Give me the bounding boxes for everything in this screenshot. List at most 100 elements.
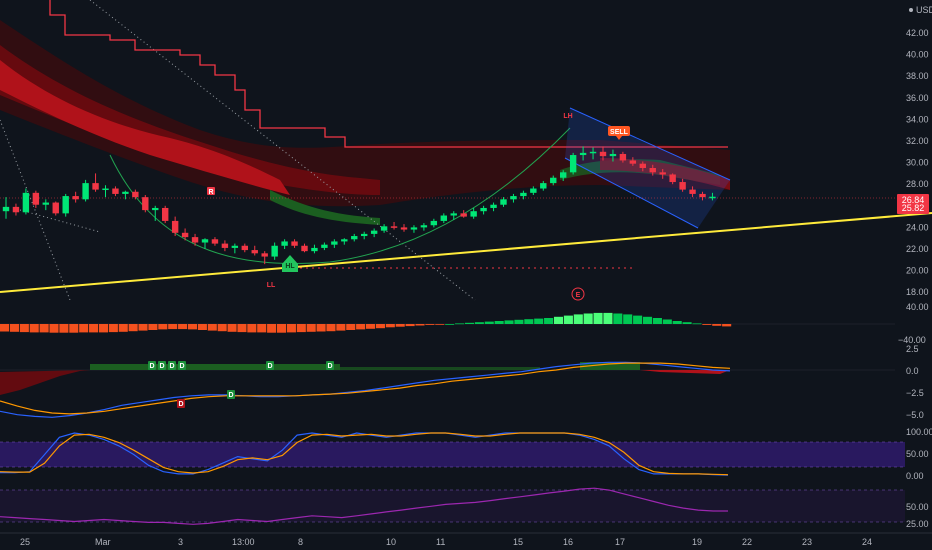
price-tick-12: 20.00 xyxy=(906,266,929,276)
candle-body xyxy=(181,232,189,238)
yellow-trendline xyxy=(0,212,932,293)
momentum-bar xyxy=(286,324,296,333)
candle-body xyxy=(152,207,159,211)
price-tick-6: 32.00 xyxy=(906,136,929,146)
macd-signals: D D D D D D D D xyxy=(148,361,334,408)
momentum-bar xyxy=(692,323,702,325)
candle-body xyxy=(629,160,637,164)
candle-body xyxy=(82,183,89,200)
momentum-bar xyxy=(257,324,267,333)
momentum-bar xyxy=(187,324,198,330)
momentum-bar xyxy=(29,324,39,333)
rsi-lines-series-1 xyxy=(0,487,728,525)
earnings-icon[interactable]: E xyxy=(576,292,581,299)
momentum-bar xyxy=(69,324,79,333)
stoch-tick-2: 50.00 xyxy=(906,449,929,459)
momentum-bar xyxy=(633,315,643,324)
sell-badge[interactable] xyxy=(608,126,630,136)
momentum-bar xyxy=(445,324,455,325)
x-tick-3: 3 xyxy=(178,537,183,547)
candle-body xyxy=(380,226,388,231)
momentum-bar xyxy=(158,324,168,330)
stochastic-lines xyxy=(0,432,729,476)
momentum-tick-bottom: −40.00 xyxy=(898,335,926,345)
candle-body xyxy=(589,151,597,154)
x-tick-8: 15 xyxy=(513,537,523,547)
momentum-bar xyxy=(573,314,583,324)
signal-d-6: D xyxy=(327,363,332,370)
momentum-bar xyxy=(702,324,712,325)
candle-body xyxy=(311,247,318,252)
signal-d-4: D xyxy=(179,363,184,370)
candle-body xyxy=(480,207,487,212)
x-tick-4: 13:00 xyxy=(232,537,255,547)
price-tag-open: 25.82 xyxy=(902,203,925,213)
candle-body xyxy=(410,227,418,230)
momentum-bar xyxy=(306,324,316,332)
signal-d-3: D xyxy=(169,363,174,370)
candle-body xyxy=(321,244,328,248)
currency-label: USD xyxy=(916,5,932,15)
momentum-bar xyxy=(89,324,99,333)
candle-body xyxy=(221,243,229,248)
parabolic-arc xyxy=(109,127,571,264)
momentum-bar xyxy=(336,324,346,331)
candle-body xyxy=(92,183,99,190)
momentum-bar xyxy=(395,324,405,327)
price-annotations: R LH SELL LL HL E xyxy=(207,113,630,301)
momentum-bar xyxy=(583,313,593,324)
momentum-bar xyxy=(98,324,109,333)
candle-body xyxy=(560,172,567,178)
candle-body xyxy=(331,241,338,245)
time-axis[interactable]: 25 Mar 3 13:00 8 10 11 15 16 17 19 22 23… xyxy=(20,537,872,547)
momentum-bar xyxy=(0,324,10,332)
candle-body xyxy=(520,192,527,197)
momentum-bar xyxy=(178,324,188,330)
candle-body xyxy=(291,241,298,246)
signal-d-2: D xyxy=(159,363,164,370)
cloud-bands xyxy=(0,20,730,225)
stoch-tick-1: 100.00 xyxy=(906,427,932,437)
x-tick-10: 17 xyxy=(615,537,625,547)
momentum-bar xyxy=(722,324,732,327)
momentum-bar xyxy=(642,316,653,324)
candle-body xyxy=(142,197,149,211)
candle-body xyxy=(470,211,477,217)
price-tick-8: 28.00 xyxy=(906,179,929,189)
rsi-line xyxy=(0,487,728,525)
macd-lines-series-1 xyxy=(0,361,731,418)
momentum-bar xyxy=(662,319,672,324)
momentum-bar xyxy=(346,324,356,330)
momentum-bar xyxy=(356,324,366,330)
candle-body xyxy=(430,220,438,226)
stoch-lines-series-1 xyxy=(0,432,729,476)
x-tick-12: 22 xyxy=(742,537,752,547)
momentum-bar xyxy=(276,324,287,333)
candle-body xyxy=(211,239,219,244)
macd-tick-3: −2.5 xyxy=(906,388,924,398)
candle-body xyxy=(440,215,447,221)
candle-body xyxy=(122,191,129,194)
momentum-histogram xyxy=(0,312,732,333)
momentum-bar xyxy=(712,324,722,326)
rsi-band xyxy=(0,490,905,522)
signal-d-5: D xyxy=(267,363,272,370)
rsi-tick-2: 25.00 xyxy=(906,519,929,529)
candle-body xyxy=(649,168,656,173)
momentum-bar xyxy=(108,324,118,333)
momentum-bar xyxy=(168,324,178,330)
candle-body xyxy=(351,236,358,240)
momentum-bar xyxy=(474,322,484,324)
ll-label: LL xyxy=(267,282,276,289)
x-tick-7: 11 xyxy=(436,537,445,547)
momentum-bar xyxy=(544,318,554,324)
price-tick-11: 22.00 xyxy=(906,244,929,254)
momentum-bar xyxy=(267,324,277,333)
momentum-tick-top: 40.00 xyxy=(906,302,929,312)
x-tick-11: 19 xyxy=(692,537,702,547)
momentum-bar xyxy=(197,324,207,330)
momentum-bar xyxy=(118,324,128,332)
descending-channel xyxy=(564,107,731,229)
momentum-bar xyxy=(375,324,385,329)
